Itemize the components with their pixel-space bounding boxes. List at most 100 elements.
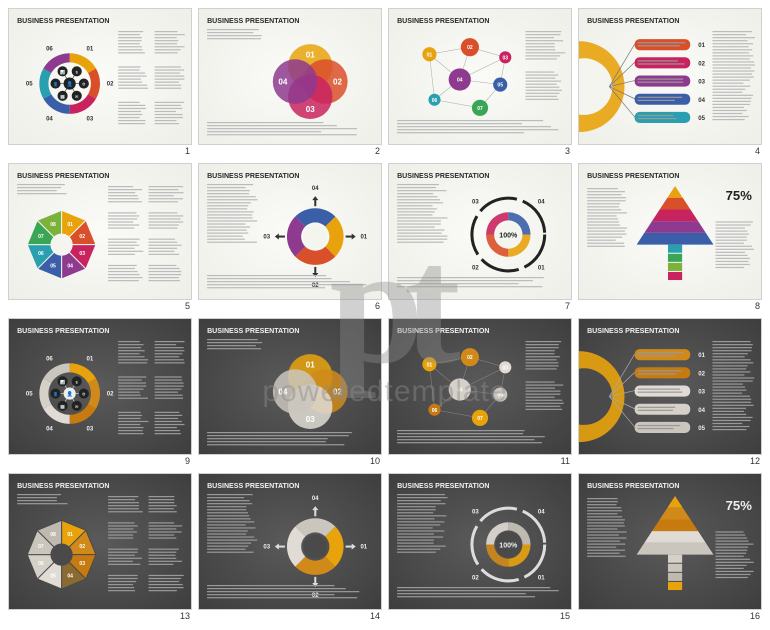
svg-text:⚙: ⚙ <box>82 82 86 87</box>
svg-text:01: 01 <box>427 52 433 58</box>
thumbnail-cell[interactable]: BUSINESS PRESENTATION01020304050607085 <box>8 163 192 312</box>
svg-text:02: 02 <box>79 544 85 550</box>
thumbnail-cell[interactable]: BUSINESS PRESENTATION0102030405060711 <box>388 318 572 467</box>
svg-text:06: 06 <box>432 408 438 414</box>
thumbnail-number: 6 <box>198 300 382 312</box>
slide-thumbnail[interactable]: BUSINESS PRESENTATION01020304100% <box>388 473 572 610</box>
thumbnail-cell[interactable]: BUSINESS PRESENTATION75%16 <box>578 473 762 622</box>
slide-thumbnail[interactable]: BUSINESS PRESENTATION$01⚙02✉03🏢04👤05📊06👤 <box>8 8 192 145</box>
svg-text:02: 02 <box>79 234 85 240</box>
slide-thumbnail[interactable]: BUSINESS PRESENTATION01020304 <box>198 163 382 300</box>
svg-text:🏢: 🏢 <box>60 404 65 409</box>
slide-thumbnail[interactable]: BUSINESS PRESENTATION01020304 <box>198 318 382 455</box>
thumbnail-grid: BUSINESS PRESENTATION$01⚙02✉03🏢04👤05📊06👤… <box>0 0 770 630</box>
svg-text:BUSINESS PRESENTATION: BUSINESS PRESENTATION <box>17 483 109 490</box>
thumbnail-cell[interactable]: BUSINESS PRESENTATION010203040512 <box>578 318 762 467</box>
thumbnail-number: 11 <box>388 455 572 467</box>
svg-text:👤: 👤 <box>67 391 73 398</box>
slide-thumbnail[interactable]: BUSINESS PRESENTATION0102030405060708 <box>8 473 192 610</box>
slide-thumbnail[interactable]: BUSINESS PRESENTATION01020304 <box>198 473 382 610</box>
svg-text:03: 03 <box>306 105 315 114</box>
svg-text:08: 08 <box>50 532 56 538</box>
slide-thumbnail[interactable]: BUSINESS PRESENTATION01020304 <box>198 8 382 145</box>
svg-text:01: 01 <box>538 575 545 581</box>
thumbnail-number: 9 <box>8 455 192 467</box>
svg-text:03: 03 <box>502 365 508 371</box>
thumbnail-cell[interactable]: BUSINESS PRESENTATION$01⚙02✉03🏢04👤05📊06👤… <box>8 8 192 157</box>
svg-text:👤: 👤 <box>67 81 73 88</box>
svg-text:04: 04 <box>312 186 319 192</box>
svg-text:03: 03 <box>87 427 94 433</box>
thumbnail-number: 13 <box>8 610 192 622</box>
svg-text:04: 04 <box>538 200 545 206</box>
svg-text:05: 05 <box>497 393 503 399</box>
svg-text:01: 01 <box>306 50 315 59</box>
svg-text:02: 02 <box>107 82 114 88</box>
thumbnail-number: 16 <box>578 610 762 622</box>
thumbnail-cell[interactable]: BUSINESS PRESENTATION01020304100%15 <box>388 473 572 622</box>
svg-text:03: 03 <box>263 235 270 241</box>
svg-text:BUSINESS PRESENTATION: BUSINESS PRESENTATION <box>397 483 489 490</box>
thumbnail-number: 10 <box>198 455 382 467</box>
thumbnail-number: 8 <box>578 300 762 312</box>
svg-text:✉: ✉ <box>75 94 79 99</box>
svg-text:04: 04 <box>67 573 73 579</box>
svg-text:🏢: 🏢 <box>60 94 65 99</box>
svg-text:01: 01 <box>306 360 315 369</box>
thumbnail-cell[interactable]: BUSINESS PRESENTATION75%8 <box>578 163 762 312</box>
svg-text:04: 04 <box>698 98 705 104</box>
svg-text:BUSINESS PRESENTATION: BUSINESS PRESENTATION <box>587 328 679 335</box>
slide-thumbnail[interactable]: BUSINESS PRESENTATION01020304100% <box>388 163 572 300</box>
svg-text:04: 04 <box>278 78 287 87</box>
svg-text:02: 02 <box>698 371 705 377</box>
slide-thumbnail[interactable]: BUSINESS PRESENTATION75% <box>578 473 762 610</box>
thumbnail-cell[interactable]: BUSINESS PRESENTATION010203040506073 <box>388 8 572 157</box>
svg-text:BUSINESS PRESENTATION: BUSINESS PRESENTATION <box>207 328 299 335</box>
svg-text:04: 04 <box>312 496 319 502</box>
svg-text:03: 03 <box>263 545 270 551</box>
svg-text:04: 04 <box>457 388 463 394</box>
svg-text:BUSINESS PRESENTATION: BUSINESS PRESENTATION <box>587 483 679 490</box>
svg-text:BUSINESS PRESENTATION: BUSINESS PRESENTATION <box>207 483 299 490</box>
svg-text:BUSINESS PRESENTATION: BUSINESS PRESENTATION <box>17 328 109 335</box>
thumbnail-number: 1 <box>8 145 192 157</box>
svg-text:04: 04 <box>278 388 287 397</box>
thumbnail-number: 3 <box>388 145 572 157</box>
slide-thumbnail[interactable]: BUSINESS PRESENTATION01020304050607 <box>388 318 572 455</box>
thumbnail-number: 15 <box>388 610 572 622</box>
svg-text:05: 05 <box>26 82 33 88</box>
svg-text:04: 04 <box>457 78 463 84</box>
slide-thumbnail[interactable]: BUSINESS PRESENTATION0102030405 <box>578 8 762 145</box>
slide-thumbnail[interactable]: BUSINESS PRESENTATION75% <box>578 163 762 300</box>
svg-text:📊: 📊 <box>60 69 65 74</box>
slide-thumbnail[interactable]: BUSINESS PRESENTATION01020304050607 <box>388 8 572 145</box>
thumbnail-cell[interactable]: BUSINESS PRESENTATION010203040506070813 <box>8 473 192 622</box>
thumbnail-cell[interactable]: BUSINESS PRESENTATION01020304100%7 <box>388 163 572 312</box>
thumbnail-cell[interactable]: BUSINESS PRESENTATION010203046 <box>198 163 382 312</box>
svg-text:03: 03 <box>79 561 85 567</box>
thumbnail-cell[interactable]: BUSINESS PRESENTATION$01⚙02✉03🏢04👤05📊06👤… <box>8 318 192 467</box>
thumbnail-cell[interactable]: BUSINESS PRESENTATION01020304054 <box>578 8 762 157</box>
thumbnail-cell[interactable]: BUSINESS PRESENTATION010203042 <box>198 8 382 157</box>
svg-text:05: 05 <box>698 116 705 122</box>
svg-text:06: 06 <box>46 47 53 53</box>
svg-text:BUSINESS PRESENTATION: BUSINESS PRESENTATION <box>587 18 679 25</box>
svg-text:05: 05 <box>50 573 56 579</box>
svg-text:BUSINESS PRESENTATION: BUSINESS PRESENTATION <box>397 18 489 25</box>
slide-thumbnail[interactable]: BUSINESS PRESENTATION$01⚙02✉03🏢04👤05📊06👤 <box>8 318 192 455</box>
svg-text:02: 02 <box>333 388 342 397</box>
thumbnail-number: 4 <box>578 145 762 157</box>
svg-text:100%: 100% <box>499 543 518 550</box>
svg-text:02: 02 <box>107 392 114 398</box>
svg-text:06: 06 <box>38 561 44 567</box>
svg-text:BUSINESS PRESENTATION: BUSINESS PRESENTATION <box>207 173 299 180</box>
slide-thumbnail[interactable]: BUSINESS PRESENTATION0102030405060708 <box>8 163 192 300</box>
svg-text:06: 06 <box>432 98 438 104</box>
slide-thumbnail[interactable]: BUSINESS PRESENTATION0102030405 <box>578 318 762 455</box>
thumbnail-cell[interactable]: BUSINESS PRESENTATION0102030414 <box>198 473 382 622</box>
svg-text:⚙: ⚙ <box>82 392 86 397</box>
thumbnail-cell[interactable]: BUSINESS PRESENTATION0102030410 <box>198 318 382 467</box>
svg-text:BUSINESS PRESENTATION: BUSINESS PRESENTATION <box>17 173 109 180</box>
svg-text:05: 05 <box>497 83 503 89</box>
svg-text:01: 01 <box>87 357 94 363</box>
